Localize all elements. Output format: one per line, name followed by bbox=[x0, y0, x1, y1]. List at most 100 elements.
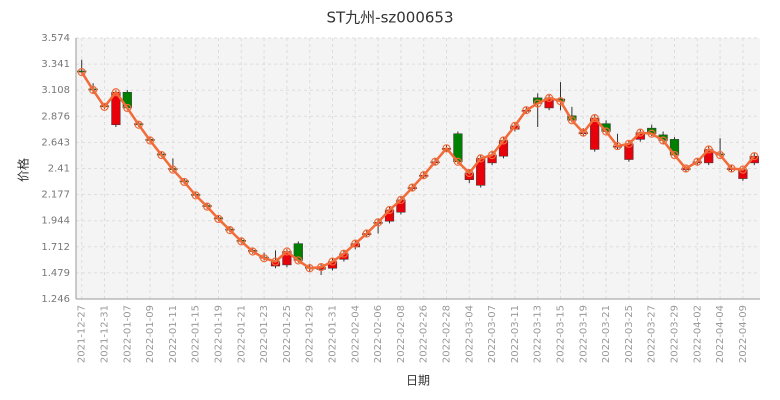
close-point bbox=[88, 85, 98, 95]
x-tick-label: 2022-02-26 bbox=[419, 305, 430, 363]
x-tick-label: 2021-12-27 bbox=[77, 305, 88, 363]
close-point bbox=[727, 164, 736, 173]
x-tick-label: 2022-03-29 bbox=[670, 305, 681, 363]
close-point bbox=[533, 99, 542, 108]
close-point bbox=[408, 183, 417, 192]
y-tick-label: 3.341 bbox=[41, 59, 70, 70]
close-point bbox=[282, 247, 291, 256]
close-point bbox=[203, 202, 212, 211]
close-point bbox=[385, 205, 394, 215]
x-tick-label: 2022-04-04 bbox=[715, 305, 726, 363]
x-tick-label: 2022-03-19 bbox=[578, 305, 589, 363]
close-point bbox=[180, 177, 189, 187]
close-point bbox=[453, 157, 462, 166]
close-point bbox=[488, 150, 497, 160]
y-tick-label: 1.246 bbox=[41, 294, 70, 305]
close-point bbox=[134, 120, 143, 129]
close-point bbox=[738, 165, 748, 174]
x-tick-label: 2022-03-21 bbox=[601, 305, 612, 363]
y-tick-label: 2.643 bbox=[41, 137, 70, 148]
y-tick-label: 3.574 bbox=[41, 33, 70, 44]
close-point bbox=[214, 214, 223, 224]
x-tick-label: 2022-01-11 bbox=[168, 305, 179, 363]
close-point bbox=[260, 254, 269, 263]
close-point bbox=[225, 226, 234, 235]
close-point bbox=[305, 264, 314, 273]
close-point bbox=[624, 139, 634, 148]
x-tick-label: 2022-01-07 bbox=[122, 305, 133, 363]
close-point bbox=[750, 152, 759, 161]
close-point bbox=[339, 249, 348, 258]
close-point bbox=[556, 97, 565, 106]
x-tick-label: 2022-01-25 bbox=[282, 305, 293, 363]
close-point bbox=[579, 128, 588, 137]
close-point bbox=[510, 121, 520, 130]
close-point bbox=[715, 150, 725, 160]
close-point bbox=[396, 195, 405, 204]
x-tick-label: 2022-01-15 bbox=[191, 305, 202, 363]
close-point bbox=[146, 136, 155, 145]
x-tick-label: 2022-03-27 bbox=[647, 305, 658, 363]
x-tick-label: 2022-03-04 bbox=[464, 305, 475, 363]
close-point bbox=[522, 106, 531, 115]
y-tick-label: 2.876 bbox=[41, 111, 70, 122]
close-point bbox=[476, 154, 485, 163]
close-point bbox=[601, 127, 611, 136]
x-axis-label: 日期 bbox=[406, 374, 430, 388]
y-tick-label: 3.108 bbox=[41, 85, 70, 96]
close-point bbox=[693, 157, 702, 166]
x-tick-label: 2022-01-31 bbox=[328, 305, 339, 363]
chart-title: ST九州-sz000653 bbox=[326, 9, 453, 27]
x-tick-label: 2022-03-25 bbox=[624, 305, 635, 363]
close-point bbox=[544, 93, 554, 102]
y-tick-label: 1.944 bbox=[41, 216, 70, 227]
close-point bbox=[647, 129, 656, 138]
close-point bbox=[670, 150, 679, 160]
close-point bbox=[191, 191, 200, 200]
close-point bbox=[157, 150, 166, 160]
close-point bbox=[328, 257, 337, 266]
close-point bbox=[237, 237, 246, 246]
close-point bbox=[590, 113, 599, 123]
close-point bbox=[351, 239, 360, 248]
close-line bbox=[80, 71, 756, 270]
close-point bbox=[123, 103, 132, 113]
close-point bbox=[431, 157, 440, 166]
close-point bbox=[100, 102, 109, 111]
x-tick-label: 2022-04-02 bbox=[692, 305, 703, 363]
y-axis-label: 价格 bbox=[16, 158, 31, 182]
y-tick-label: 2.41 bbox=[48, 164, 70, 175]
close-point bbox=[77, 67, 86, 77]
x-tick-label: 2022-01-29 bbox=[305, 305, 316, 363]
close-point bbox=[294, 256, 303, 265]
x-tick-label: 2022-03-11 bbox=[510, 305, 521, 363]
close-point bbox=[499, 136, 508, 145]
close-point bbox=[374, 218, 383, 227]
x-tick-label: 2022-03-15 bbox=[556, 305, 567, 363]
x-tick-label: 2022-02-04 bbox=[350, 305, 361, 363]
close-point bbox=[111, 88, 121, 97]
x-tick-label: 2022-02-08 bbox=[396, 305, 407, 363]
close-point bbox=[168, 165, 177, 174]
close-point bbox=[704, 145, 713, 154]
x-tick-label: 2022-01-21 bbox=[236, 305, 247, 363]
close-point bbox=[567, 116, 577, 125]
x-tick-label: 2022-03-13 bbox=[533, 305, 544, 363]
close-point bbox=[271, 257, 280, 266]
close-point bbox=[613, 141, 622, 151]
close-point bbox=[248, 247, 257, 256]
x-tick-label: 2022-02-06 bbox=[373, 305, 384, 363]
close-point bbox=[465, 168, 474, 178]
x-tick-label: 2022-01-23 bbox=[259, 305, 270, 363]
y-tick-label: 2.177 bbox=[41, 190, 70, 201]
close-point bbox=[317, 263, 326, 272]
x-tick-label: 2022-03-07 bbox=[487, 305, 498, 363]
close-point bbox=[658, 136, 668, 145]
close-point bbox=[636, 128, 645, 137]
close-point bbox=[681, 164, 691, 173]
close-point bbox=[419, 171, 428, 180]
x-tick-label: 2022-02-28 bbox=[442, 305, 453, 363]
close-point bbox=[442, 144, 451, 153]
x-tick-label: 2022-01-19 bbox=[214, 305, 225, 363]
